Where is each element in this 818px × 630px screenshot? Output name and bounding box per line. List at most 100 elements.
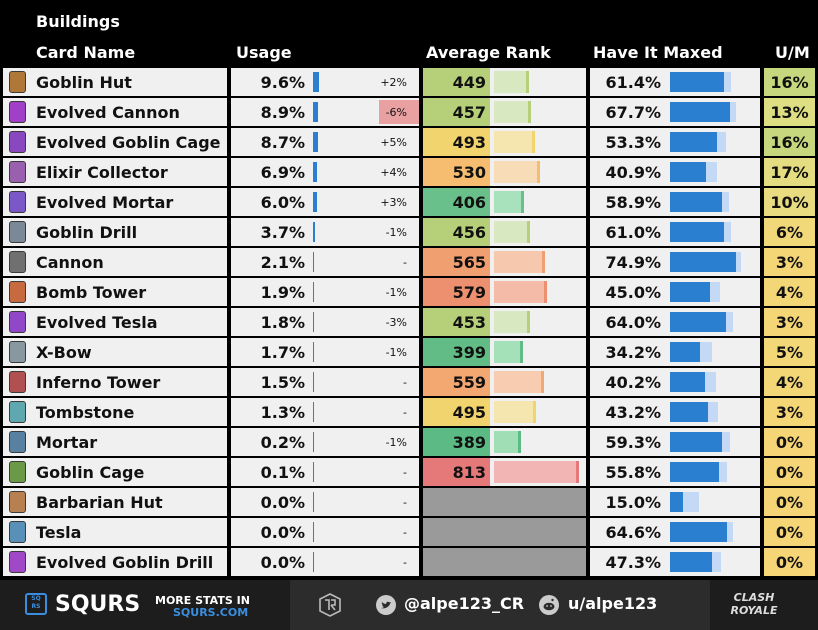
rank-color-block — [423, 98, 490, 126]
reddit-icon — [539, 595, 559, 615]
maxed-value: 61.0% — [605, 223, 661, 242]
um-cell: 4% — [764, 368, 815, 396]
header-card-name: Card Name — [36, 43, 136, 62]
reddit-handle[interactable]: u/alpe123 — [568, 594, 658, 613]
maxed-value: 61.4% — [605, 73, 661, 92]
um-cell: 13% — [764, 98, 815, 126]
maxed-value: 40.2% — [605, 373, 661, 392]
average-rank-cell: 493 — [423, 128, 586, 156]
card-name-cell: Goblin Hut — [3, 68, 227, 96]
card-name: Evolved Mortar — [36, 193, 174, 212]
more-stats-label: MORE STATS IN — [155, 594, 250, 607]
have-it-maxed-cell: 74.9% — [590, 248, 760, 276]
usage-cell: 1.3% - — [231, 398, 419, 426]
evolved-goblin-drill-icon — [9, 551, 26, 573]
usage-change: -6% — [385, 106, 407, 119]
maxed-bar — [670, 552, 712, 572]
usage-change: - — [403, 526, 407, 539]
rank-color-block — [423, 308, 490, 336]
usage-value: 6.9% — [260, 163, 305, 182]
usage-change: - — [403, 406, 407, 419]
usage-bar — [313, 432, 315, 452]
usage-bar — [313, 132, 319, 152]
rank-value: 565 — [452, 253, 486, 272]
goblin-drill-icon — [9, 221, 26, 243]
um-value: 4% — [775, 373, 804, 392]
usage-bar — [313, 252, 315, 272]
um-cell: 0% — [764, 488, 815, 516]
evolved-cannon-icon — [9, 101, 26, 123]
table-row: Evolved Mortar 6.0% +3% 406 58.9% 10% — [0, 188, 818, 218]
mortar-icon — [9, 431, 26, 453]
have-it-maxed-cell: 34.2% — [590, 338, 760, 366]
rank-value: 406 — [452, 193, 486, 212]
usage-value: 1.9% — [260, 283, 305, 302]
evolved-goblin-cage-icon — [9, 131, 26, 153]
table-row: Goblin Drill 3.7% -1% 456 61.0% 6% — [0, 218, 818, 248]
have-it-maxed-cell: 45.0% — [590, 278, 760, 306]
rank-value: 449 — [452, 73, 486, 92]
um-value: 0% — [775, 523, 804, 542]
usage-cell: 8.7% +5% — [231, 128, 419, 156]
tesla-icon — [9, 521, 26, 543]
card-name: Evolved Goblin Cage — [36, 133, 221, 152]
table-row: Evolved Tesla 1.8% -3% 453 64.0% 3% — [0, 308, 818, 338]
rank-unavailable — [423, 548, 586, 576]
usage-change: - — [403, 556, 407, 569]
um-value: 3% — [775, 403, 804, 422]
rank-value: 493 — [452, 133, 486, 152]
table-row: Inferno Tower 1.5% - 559 40.2% 4% — [0, 368, 818, 398]
have-it-maxed-cell: 55.8% — [590, 458, 760, 486]
usage-value: 9.6% — [260, 73, 305, 92]
rank-color-block — [423, 128, 490, 156]
usage-cell: 1.9% -1% — [231, 278, 419, 306]
maxed-value: 64.6% — [605, 523, 661, 542]
have-it-maxed-cell: 61.4% — [590, 68, 760, 96]
card-name-cell: Cannon — [3, 248, 227, 276]
cannon-icon — [9, 251, 26, 273]
average-rank-cell: 530 — [423, 158, 586, 186]
have-it-maxed-cell: 40.9% — [590, 158, 760, 186]
card-name: Elixir Collector — [36, 163, 168, 182]
usage-bar — [313, 312, 315, 332]
maxed-bar — [670, 192, 722, 212]
card-name: Inferno Tower — [36, 373, 161, 392]
inferno-tower-icon — [9, 371, 26, 393]
rank-bar — [494, 341, 523, 363]
elixir-collector-icon — [9, 161, 26, 183]
squrs-website-link[interactable]: SQURS.COM — [173, 606, 249, 619]
section-title: Buildings — [36, 12, 120, 31]
usage-value: 0.0% — [260, 553, 305, 572]
card-name-cell: Evolved Goblin Cage — [3, 128, 227, 156]
average-rank-cell — [423, 518, 586, 546]
rank-color-block — [423, 458, 490, 486]
have-it-maxed-cell: 64.6% — [590, 518, 760, 546]
card-name: Cannon — [36, 253, 104, 272]
rank-value: 399 — [452, 343, 486, 362]
usage-cell: 0.2% -1% — [231, 428, 419, 456]
table-row: Barbarian Hut 0.0% - 15.0% 0% — [0, 488, 818, 518]
um-cell: 0% — [764, 458, 815, 486]
maxed-value: 15.0% — [605, 493, 661, 512]
usage-change: +3% — [380, 196, 407, 209]
rank-value: 453 — [452, 313, 486, 332]
rank-value: 457 — [452, 103, 486, 122]
maxed-value: 64.0% — [605, 313, 661, 332]
table-row: Goblin Cage 0.1% - 813 55.8% 0% — [0, 458, 818, 488]
table-row: Bomb Tower 1.9% -1% 579 45.0% 4% — [0, 278, 818, 308]
squrs-logo-text[interactable]: SQURS — [55, 592, 141, 617]
maxed-bar — [670, 312, 726, 332]
rank-color-block — [423, 68, 490, 96]
twitter-handle[interactable]: @alpe123_CR — [404, 594, 525, 613]
usage-change: +4% — [380, 166, 407, 179]
rank-value: 530 — [452, 163, 486, 182]
rank-bar — [494, 161, 540, 183]
um-cell: 16% — [764, 68, 815, 96]
goblin-hut-icon — [9, 71, 26, 93]
um-cell: 0% — [764, 518, 815, 546]
rank-bar — [494, 131, 535, 153]
rank-value: 456 — [452, 223, 486, 242]
rank-color-block — [423, 278, 490, 306]
table-row: Tombstone 1.3% - 495 43.2% 3% — [0, 398, 818, 428]
rank-color-block — [423, 188, 490, 216]
